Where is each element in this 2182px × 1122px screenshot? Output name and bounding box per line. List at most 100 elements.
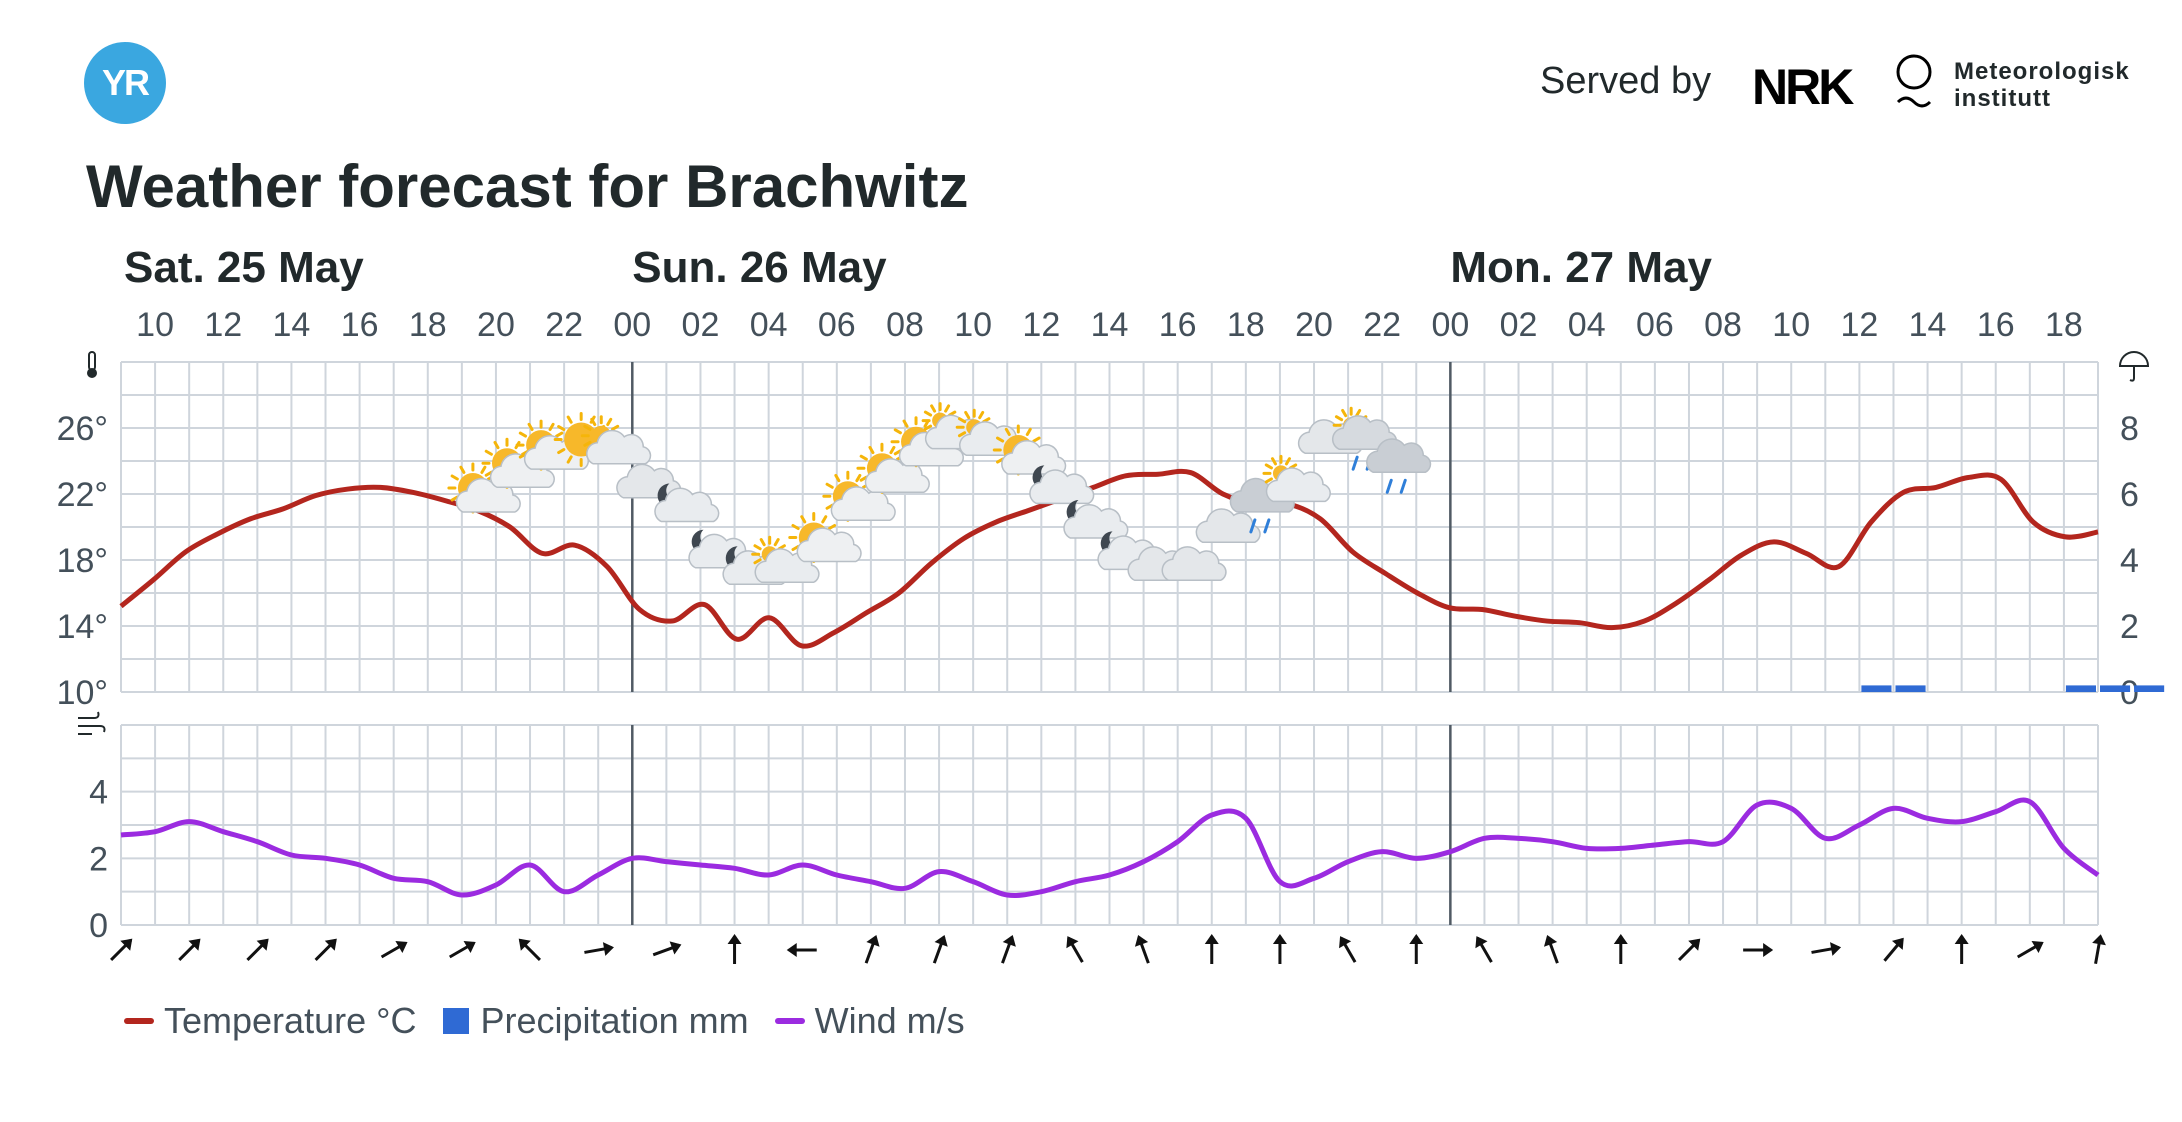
sun-ray [1284,457,1291,466]
sun-ray [527,422,534,432]
wind-arrow-head [1954,934,1969,944]
hour-tick-label: 10 [1772,306,1810,344]
wind-arrow-head [934,934,948,947]
wind-arrow-head [669,941,682,955]
temperature-axis-label: 26° [57,410,108,448]
hour-tick-label: 22 [1363,306,1401,344]
yr-logo[interactable]: YR [84,42,166,124]
cloud-shape [1366,438,1432,474]
hour-tick-label: 16 [1977,306,2015,344]
wind-arrow [178,938,201,961]
wind-arrow-head [1891,937,1904,950]
wind-arrow [652,941,682,957]
wind-arrow-head [1134,934,1149,947]
hour-tick-label: 10 [136,306,174,344]
sun-ray [1004,427,1011,436]
wind-arrow [246,938,269,961]
hour-tick-label: 20 [1295,306,1333,344]
wind-arrow [1743,943,1774,957]
wind-arrow-head [188,938,201,951]
wind-arrow [1272,934,1287,964]
hour-tick-label: 00 [613,306,651,344]
wind-arrow-head [256,938,269,951]
wind-arrow-head [1272,934,1287,944]
temperature-axis-label: 18° [57,542,108,580]
umbrella-icon-canopy [2118,351,2150,367]
thermometer-icon [87,351,97,378]
hour-tick-label: 02 [682,306,720,344]
wind-arrow-head [395,940,408,954]
wind-arrow [727,934,742,964]
met-logo-icon [1896,54,1932,108]
cloudy-icon [1161,546,1227,581]
hour-tick-label: 18 [2045,306,2083,344]
precipitation-axis-label: 4 [2120,542,2139,580]
hour-tick-label: 12 [1022,306,1060,344]
precipitation-bar [2065,685,2096,692]
sun-ray [855,473,862,483]
cloud-shape [1029,469,1095,505]
rain-drop [1385,478,1393,494]
sun-ray [1334,415,1344,422]
cloudy-icon [1195,508,1261,544]
fair-day-cloud-icon [1262,454,1331,503]
wind-arrow [786,943,817,957]
sun-ray [753,558,762,565]
sun-ray [821,515,828,524]
temperature-axis-label: 10° [57,674,108,712]
wind-arrow-head [2031,940,2044,954]
sun-ray [484,449,493,456]
cloud-shape [830,486,896,521]
sun-ray [978,410,985,420]
wind-icon-lines [78,711,106,735]
precipitation-bar [2100,685,2131,692]
wind-arrow-head [2092,934,2106,946]
sun-ray [590,417,597,427]
sun-ray [773,538,780,547]
legend-temperature-swatch [124,1018,154,1024]
fair-day-icon [580,415,652,465]
wind-arrow [2016,940,2044,959]
cloud-shape [654,487,720,523]
precipitation-axis-label: 6 [2120,476,2139,514]
sun-ray [889,445,896,455]
precipitation-bar [1895,685,1926,692]
wind-arrow [2092,934,2106,965]
precipitation-axis-label: 0 [2120,674,2139,712]
day-label: Mon. 27 May [1450,243,1712,292]
wind-arrow-head [518,938,531,951]
sun-ray [1264,463,1273,470]
met-logo-text[interactable]: Meteorologisk institutt [1954,58,2130,112]
cloud-shape [1331,415,1398,450]
sun-ray [759,538,766,547]
cloud-shape [796,527,862,563]
precipitation-bar [1861,685,1892,692]
sun-ray [450,474,459,481]
sun-ray [583,440,592,447]
sun-ray [1264,477,1273,484]
sun-ray [859,475,868,482]
wind-arrow-head [786,943,797,957]
sun-ray [1025,427,1032,436]
wind-arrow [1883,937,1904,962]
wind-arrow [1001,934,1016,964]
wind-arrow [1475,936,1493,963]
wind-arrow [448,940,476,959]
sun-ray [827,524,837,530]
sun-ray [1341,408,1348,418]
hour-tick-label: 22 [545,306,583,344]
nrk-logo[interactable]: NRK [1752,59,1854,115]
sun-ray [995,457,1005,464]
sun-ray [566,415,573,424]
hour-tick-label: 14 [1091,306,1129,344]
wind-arrow [1811,942,1842,956]
partly-cloudy-day-icon [992,424,1067,476]
wind-arrow [314,938,337,961]
wind-arrow [1204,934,1219,964]
hour-tick-label: 10 [954,306,992,344]
sun-ray [902,419,909,428]
wind-arrow [864,934,880,964]
sun-ray [548,422,555,432]
rain-drop [1399,478,1407,494]
